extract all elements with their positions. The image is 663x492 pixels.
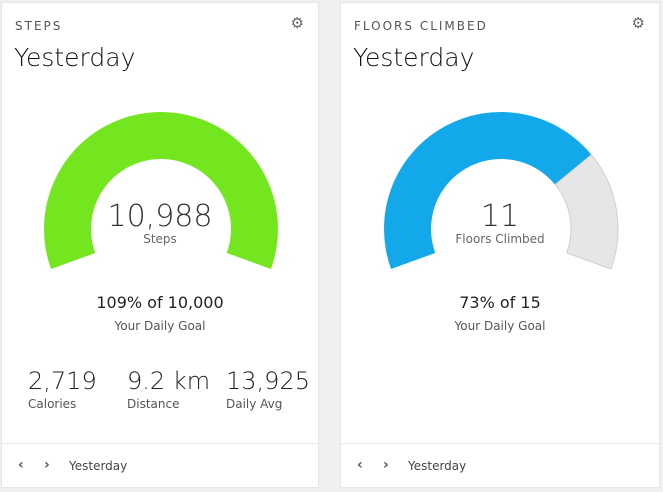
stat-label: Calories: [28, 397, 77, 411]
gear-icon[interactable]: ⚙: [290, 14, 304, 32]
steps-unit: Steps: [143, 232, 177, 246]
goal-label: Your Daily Goal: [454, 319, 546, 333]
stat-daily-avg: 13,925 Daily Avg: [226, 367, 310, 411]
card-label: FLOORS CLIMBED: [354, 19, 488, 33]
gauge-fill: [384, 112, 592, 270]
stat-value: 9.2 km: [127, 367, 211, 395]
gear-icon[interactable]: ⚙: [631, 14, 645, 32]
stat-label: Daily Avg: [226, 397, 283, 411]
gauge-track: [554, 154, 619, 270]
period-title: Yesterday: [353, 43, 475, 72]
stat-label: Distance: [127, 397, 180, 411]
steps-card: STEPS ⚙ Yesterday 10,988 Steps 109% of 1…: [1, 2, 319, 488]
card-label: STEPS: [15, 19, 63, 33]
steps-gauge: [43, 112, 278, 270]
goal-progress: 109% of 10,000: [96, 293, 224, 312]
stat-distance: 9.2 km Distance: [127, 367, 210, 411]
card-footer: ‹ › Yesterday: [2, 443, 318, 487]
chevron-right-icon[interactable]: ›: [383, 457, 389, 473]
steps-value: 10,988: [107, 199, 213, 234]
floors-value: 11: [480, 199, 520, 234]
period-title: Yesterday: [14, 43, 136, 72]
floors-card: FLOORS CLIMBED ⚙ Yesterday 11 Floors Cli…: [340, 2, 660, 488]
stat-value: 2,719: [28, 367, 97, 395]
floors-unit: Floors Climbed: [455, 232, 545, 246]
footer-period: Yesterday: [408, 459, 467, 473]
gauge-fill: [43, 112, 278, 270]
goal-progress: 73% of 15: [459, 293, 541, 312]
chevron-left-icon[interactable]: ‹: [18, 457, 24, 473]
goal-label: Your Daily Goal: [114, 319, 206, 333]
chevron-left-icon[interactable]: ‹: [357, 457, 363, 473]
stat-value: 13,925: [226, 367, 310, 395]
floors-gauge: [384, 112, 619, 270]
chevron-right-icon[interactable]: ›: [44, 457, 50, 473]
stat-calories: 2,719 Calories: [28, 367, 97, 411]
card-footer: ‹ › Yesterday: [341, 443, 659, 487]
footer-period: Yesterday: [69, 459, 128, 473]
